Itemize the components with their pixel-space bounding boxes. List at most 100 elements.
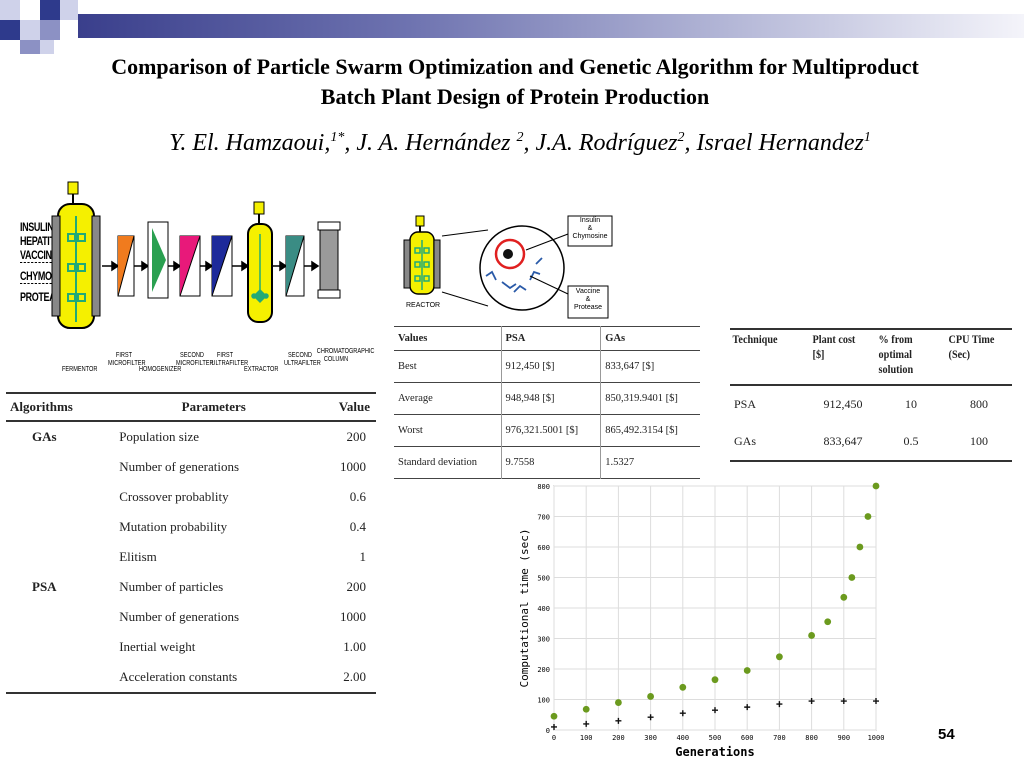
callout-line: Chymosine xyxy=(572,233,608,240)
data-point xyxy=(864,513,872,520)
table-row: Acceleration constants 2.00 xyxy=(6,662,376,693)
y-tick-label: 700 xyxy=(537,514,550,522)
value-cell: 1000 xyxy=(340,609,366,624)
data-point xyxy=(743,667,751,674)
stage-label: FIRST MICROFILTER xyxy=(108,352,146,367)
table-cell: Best xyxy=(398,361,417,372)
table-cell: Worst xyxy=(398,425,423,436)
x-tick-label: 200 xyxy=(612,734,625,742)
x-tick-label: 800 xyxy=(805,734,818,742)
x-tick-label: 600 xyxy=(741,734,754,742)
algorithm-cell xyxy=(6,542,115,572)
value-cell: 200 xyxy=(346,579,367,594)
data-point xyxy=(776,653,783,661)
y-tick-label: 600 xyxy=(537,544,550,552)
author-affiliation: 2 xyxy=(677,130,685,145)
author-name: , J. A. Hernández xyxy=(344,130,517,156)
table-row: GAs 833,647 0.5 100 xyxy=(730,423,1012,461)
parameter-cell: Number of generations xyxy=(119,459,240,474)
x-tick-label: 500 xyxy=(709,734,722,742)
algorithm-cell xyxy=(6,452,115,482)
table-cell: 912,450 [$] xyxy=(500,350,601,383)
stage-label: HOMOGENIZER xyxy=(139,366,182,373)
table-cell: 948,948 [$] xyxy=(500,382,601,415)
table-row: Mutation probability 0.4 xyxy=(6,512,376,542)
parameter-cell: Crossover probablity xyxy=(119,489,229,504)
table-cell: 800 xyxy=(970,397,988,411)
table-row: Elitism 1 xyxy=(6,542,376,572)
slide-title: Comparison of Particle Swarm Optimizatio… xyxy=(20,52,1010,112)
table-cell: GAs xyxy=(734,434,757,448)
y-axis-label: Computational time (sec) xyxy=(518,529,531,688)
value-cell: 1000 xyxy=(340,459,366,474)
table-cell: 850,319.9401 [$] xyxy=(600,382,700,415)
data-point xyxy=(824,618,832,626)
column-header: % from optimal solution xyxy=(878,332,914,376)
author-affiliation: 1* xyxy=(330,130,345,145)
table-cell: 912,450 xyxy=(823,397,863,411)
algorithm-cell xyxy=(6,482,115,512)
data-point xyxy=(711,676,719,684)
product-label: INSULIN xyxy=(20,220,54,234)
parameter-cell: Elitism xyxy=(119,549,157,564)
callout-insulin-chymosine: Insulin & Chymosine xyxy=(568,217,612,241)
table-row: Worst 976,321.5001 [$] 865,492.3154 [$] xyxy=(394,414,700,447)
stage-label: SECOND ULTRAFILTER xyxy=(284,352,321,367)
table-row: Average 948,948 [$] 850,319.9401 [$] xyxy=(394,382,700,415)
table-row: Crossover probablity 0.6 xyxy=(6,482,376,512)
table-cell: 833,647 xyxy=(823,434,863,448)
algorithm-cell xyxy=(6,512,115,542)
computation-time-chart: 0 100 200 300 400 500 600 700 800 900 1000 0 100 200 3… xyxy=(512,478,892,760)
parameters-table: Algorithms Parameters Value GAs Populatio… xyxy=(6,392,376,694)
title-line-2: Batch Plant Design of Protein Production xyxy=(320,84,710,109)
data-point xyxy=(647,693,654,700)
y-tick-label: 0 xyxy=(546,727,550,735)
stage-label: CHROMATOGRAPHIC COLUMN xyxy=(316,348,375,363)
table-cell: Average xyxy=(398,393,433,404)
algorithm-cell xyxy=(6,632,115,662)
y-tick-label: 100 xyxy=(537,697,550,705)
table-row: PSA 912,450 10 800 xyxy=(730,385,1012,423)
column-header: GAs xyxy=(600,326,700,351)
table-row: PSA Number of particles 200 xyxy=(6,572,376,602)
column-header: Values xyxy=(398,333,428,344)
author-name: , J.A. Rodríguez xyxy=(523,130,678,156)
callout-line: & xyxy=(587,225,593,232)
value-cell: 1.00 xyxy=(343,639,366,654)
x-tick-label: 300 xyxy=(644,734,657,742)
parameter-cell: Acceleration constants xyxy=(119,669,238,684)
data-point xyxy=(679,710,686,717)
author-affiliation: 2 xyxy=(516,130,524,145)
table-header-row: Technique Plant cost [$] % from optimal … xyxy=(730,329,1012,385)
callout-line: Protease xyxy=(573,304,603,311)
x-tick-label: 100 xyxy=(580,734,593,742)
table-row: Standard deviation 9.7558 1.5327 xyxy=(394,446,700,479)
column-header: Technique xyxy=(732,332,778,346)
column-header: Algorithms xyxy=(10,399,73,414)
y-tick-label: 400 xyxy=(537,605,550,613)
table-row: Inertial weight 1.00 xyxy=(6,632,376,662)
stage-label: SECOND MICROFILTER xyxy=(176,352,214,367)
x-tick-label: 1000 xyxy=(868,734,885,742)
data-point xyxy=(647,714,654,721)
value-cell: 2.00 xyxy=(343,669,366,684)
table-cell: 833,647 [$] xyxy=(600,350,700,383)
column-header: PSA xyxy=(500,326,601,351)
results-table: Values PSA GAs Best 912,450 [$] 833,647 [$… xyxy=(394,326,700,479)
author-name: , Israel Hernandez xyxy=(684,130,864,156)
algorithm-cell xyxy=(6,662,115,693)
technique-table: Technique Plant cost [$] % from optimal … xyxy=(730,328,1012,462)
data-point xyxy=(615,717,622,724)
chart-svg: 0 100 200 300 400 500 600 700 800 900 1000 0 100 200 3… xyxy=(518,482,885,759)
table-cell: 10 xyxy=(905,397,917,411)
data-point xyxy=(679,683,687,691)
reactor-graphic xyxy=(403,215,613,319)
data-point xyxy=(856,543,864,551)
data-point xyxy=(582,705,590,713)
author-affiliation: 1 xyxy=(863,130,871,145)
stage-label: FERMENTOR xyxy=(62,366,98,373)
column-header: Value xyxy=(338,399,370,414)
data-point xyxy=(808,632,815,639)
data-point xyxy=(744,704,751,711)
table-cell: 1.5327 xyxy=(600,446,700,479)
